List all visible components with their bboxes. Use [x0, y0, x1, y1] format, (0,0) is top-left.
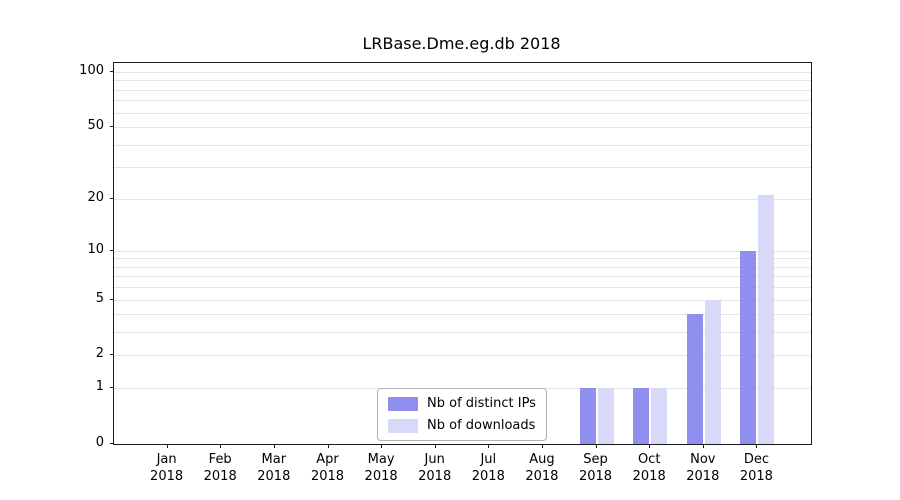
x-tick-label: Nov 2018 [686, 452, 720, 484]
legend-item-distinct-ips: Nb of distinct IPs [388, 396, 536, 411]
gridline [114, 127, 811, 128]
x-tick-label: Oct 2018 [632, 452, 666, 484]
gridline [114, 299, 811, 301]
legend: Nb of distinct IPs Nb of downloads [377, 388, 547, 441]
x-tick-mark [702, 444, 704, 448]
bar-distinct-ips [686, 314, 703, 444]
gridline [114, 80, 811, 82]
bar-downloads [651, 388, 668, 444]
y-tick-label: 20 [87, 189, 104, 205]
gridline [114, 266, 811, 268]
x-tick-label: Jan 2018 [150, 452, 184, 484]
y-tick-label: 0 [95, 435, 104, 450]
x-tick-mark [166, 444, 168, 448]
gridline [114, 198, 811, 200]
legend-swatch-downloads-icon [388, 418, 418, 433]
x-tick-mark [434, 444, 436, 448]
y-tick-mark [110, 387, 114, 389]
legend-label-distinct-ips: Nb of distinct IPs [427, 396, 536, 411]
x-tick-mark [541, 444, 543, 448]
bar-downloads [597, 388, 614, 444]
legend-swatch-distinct-ips-icon [388, 396, 418, 411]
y-tick-mark [110, 354, 114, 356]
gridline [114, 258, 811, 260]
bar-downloads [704, 299, 721, 444]
gridline [114, 355, 811, 357]
x-tick-label: Jun 2018 [418, 452, 452, 484]
bar-distinct-ips [633, 388, 650, 444]
y-tick-label: 1 [95, 379, 104, 395]
gridline [114, 167, 811, 169]
y-tick-mark [110, 443, 114, 444]
gridline [114, 314, 811, 316]
x-tick-mark [327, 444, 329, 448]
bar-distinct-ips [579, 388, 596, 444]
y-tick-mark [110, 298, 114, 300]
gridline [114, 144, 811, 146]
x-tick-label: Sep 2018 [578, 452, 613, 484]
legend-label-downloads: Nb of downloads [427, 418, 536, 433]
chart-title: LRBase.Dme.eg.db 2018 [362, 34, 561, 53]
bar-downloads [758, 194, 775, 444]
x-tick-label: Jul 2018 [471, 452, 505, 484]
gridline [114, 100, 811, 102]
gridline [114, 250, 811, 252]
x-tick-label: Aug 2018 [525, 452, 559, 484]
x-tick-mark [488, 444, 490, 448]
plot-area [113, 62, 812, 445]
x-tick-label: Apr 2018 [310, 452, 345, 484]
x-tick-label: Feb 2018 [203, 452, 237, 484]
gridline [114, 89, 811, 91]
x-tick-mark [273, 444, 275, 448]
x-tick-mark [595, 444, 597, 448]
gridline [114, 276, 811, 278]
y-tick-label: 5 [95, 290, 104, 306]
gridline [114, 332, 811, 334]
x-tick-label: Dec 2018 [739, 452, 773, 484]
x-tick-mark [220, 444, 222, 448]
bar-distinct-ips [740, 250, 757, 444]
legend-item-downloads: Nb of downloads [388, 418, 536, 433]
y-tick-label: 10 [87, 241, 104, 257]
y-tick-label: 100 [79, 62, 104, 78]
y-tick-label: 50 [87, 118, 104, 133]
x-tick-mark [756, 444, 758, 448]
gridline [114, 287, 811, 289]
x-tick-label: Mar 2018 [257, 452, 291, 484]
gridline [114, 71, 811, 73]
y-tick-mark [110, 249, 114, 251]
y-tick-mark [110, 197, 114, 199]
y-tick-mark [110, 70, 114, 72]
gridline [114, 112, 811, 114]
x-tick-mark [381, 444, 383, 448]
y-tick-mark [110, 126, 114, 127]
x-tick-mark [649, 444, 651, 448]
y-tick-label: 2 [95, 346, 104, 362]
x-tick-label: May 2018 [364, 452, 398, 484]
